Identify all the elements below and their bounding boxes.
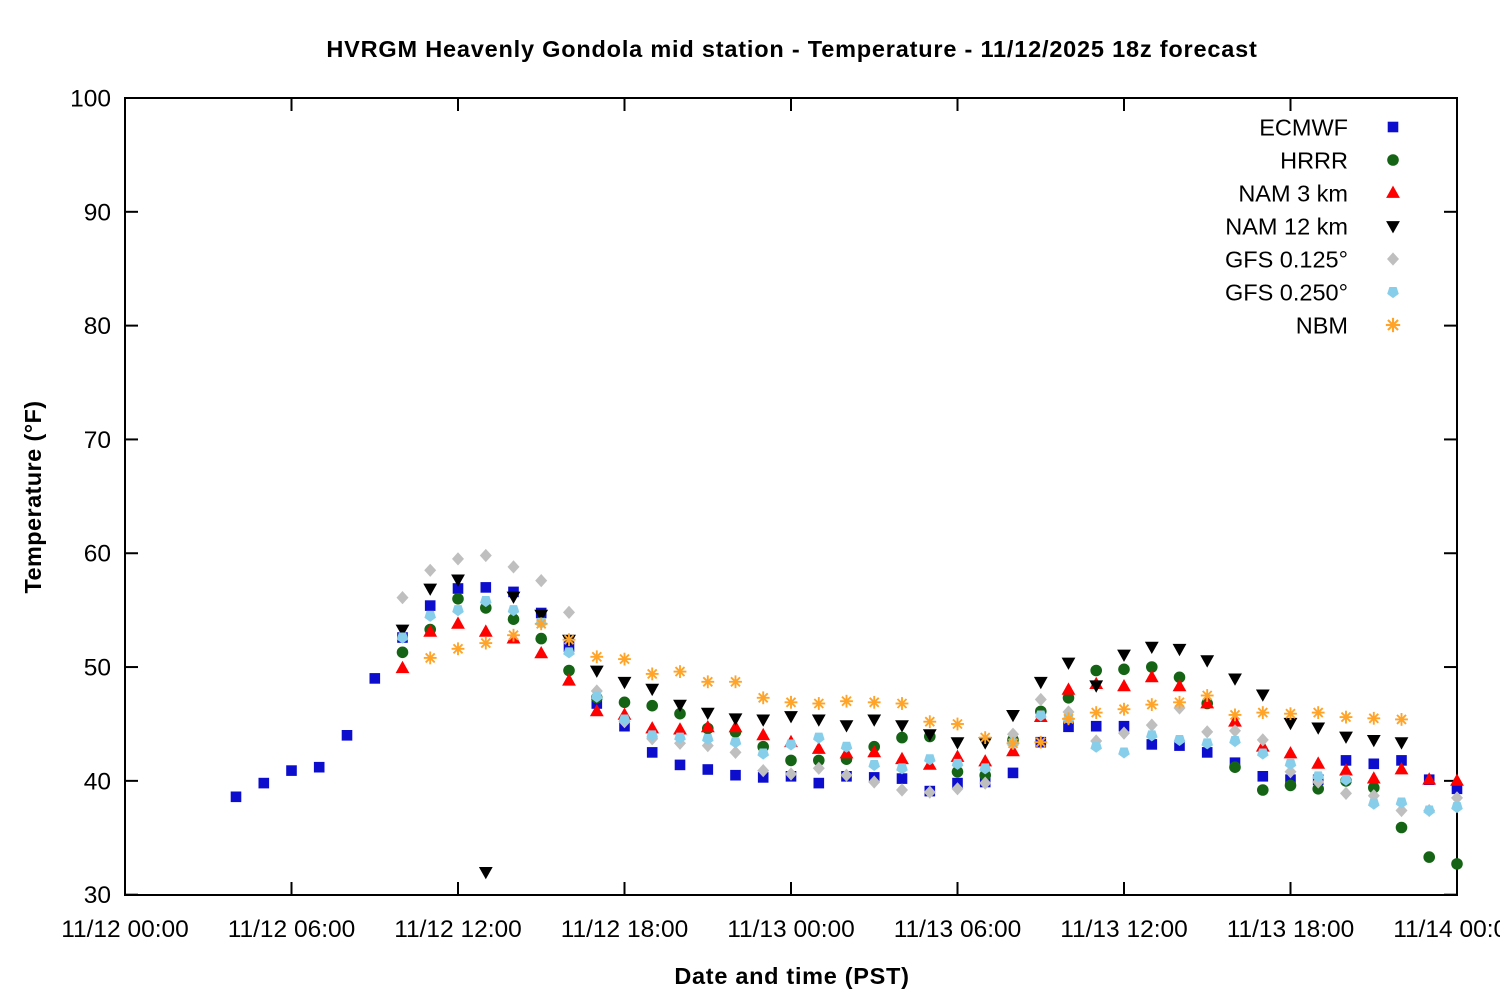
svg-text:Date and time (PST): Date and time (PST) (674, 963, 909, 989)
svg-text:NAM 12 km: NAM 12 km (1225, 214, 1348, 240)
svg-text:HVRGM Heavenly Gondola mid sta: HVRGM Heavenly Gondola mid station - Tem… (326, 36, 1257, 62)
svg-text:11/12 06:00: 11/12 06:00 (228, 916, 356, 943)
svg-text:11/13 12:00: 11/13 12:00 (1060, 916, 1188, 943)
svg-text:11/12 00:00: 11/12 00:00 (61, 916, 189, 943)
svg-text:11/13 18:00: 11/13 18:00 (1227, 916, 1355, 943)
svg-text:11/12 18:00: 11/12 18:00 (561, 916, 689, 943)
svg-text:NAM 3 km: NAM 3 km (1238, 181, 1348, 207)
svg-text:GFS 0.250°: GFS 0.250° (1225, 280, 1348, 306)
svg-text:11/13 06:00: 11/13 06:00 (894, 916, 1022, 943)
svg-text:40: 40 (84, 768, 111, 795)
svg-text:30: 30 (84, 882, 111, 909)
svg-text:ECMWF: ECMWF (1259, 115, 1348, 141)
svg-text:11/13 00:00: 11/13 00:00 (727, 916, 855, 943)
svg-text:60: 60 (84, 541, 111, 568)
svg-text:80: 80 (84, 313, 111, 340)
svg-text:11/12 12:00: 11/12 12:00 (394, 916, 522, 943)
svg-text:100: 100 (70, 86, 111, 113)
svg-text:GFS 0.125°: GFS 0.125° (1225, 247, 1348, 273)
svg-text:Temperature (°F): Temperature (°F) (20, 401, 46, 594)
svg-text:NBM: NBM (1296, 313, 1348, 339)
svg-text:70: 70 (84, 427, 111, 454)
svg-text:90: 90 (84, 199, 111, 226)
svg-text:50: 50 (84, 655, 111, 682)
svg-text:11/14 00:00: 11/14 00:00 (1393, 916, 1500, 943)
svg-text:HRRR: HRRR (1280, 148, 1348, 174)
